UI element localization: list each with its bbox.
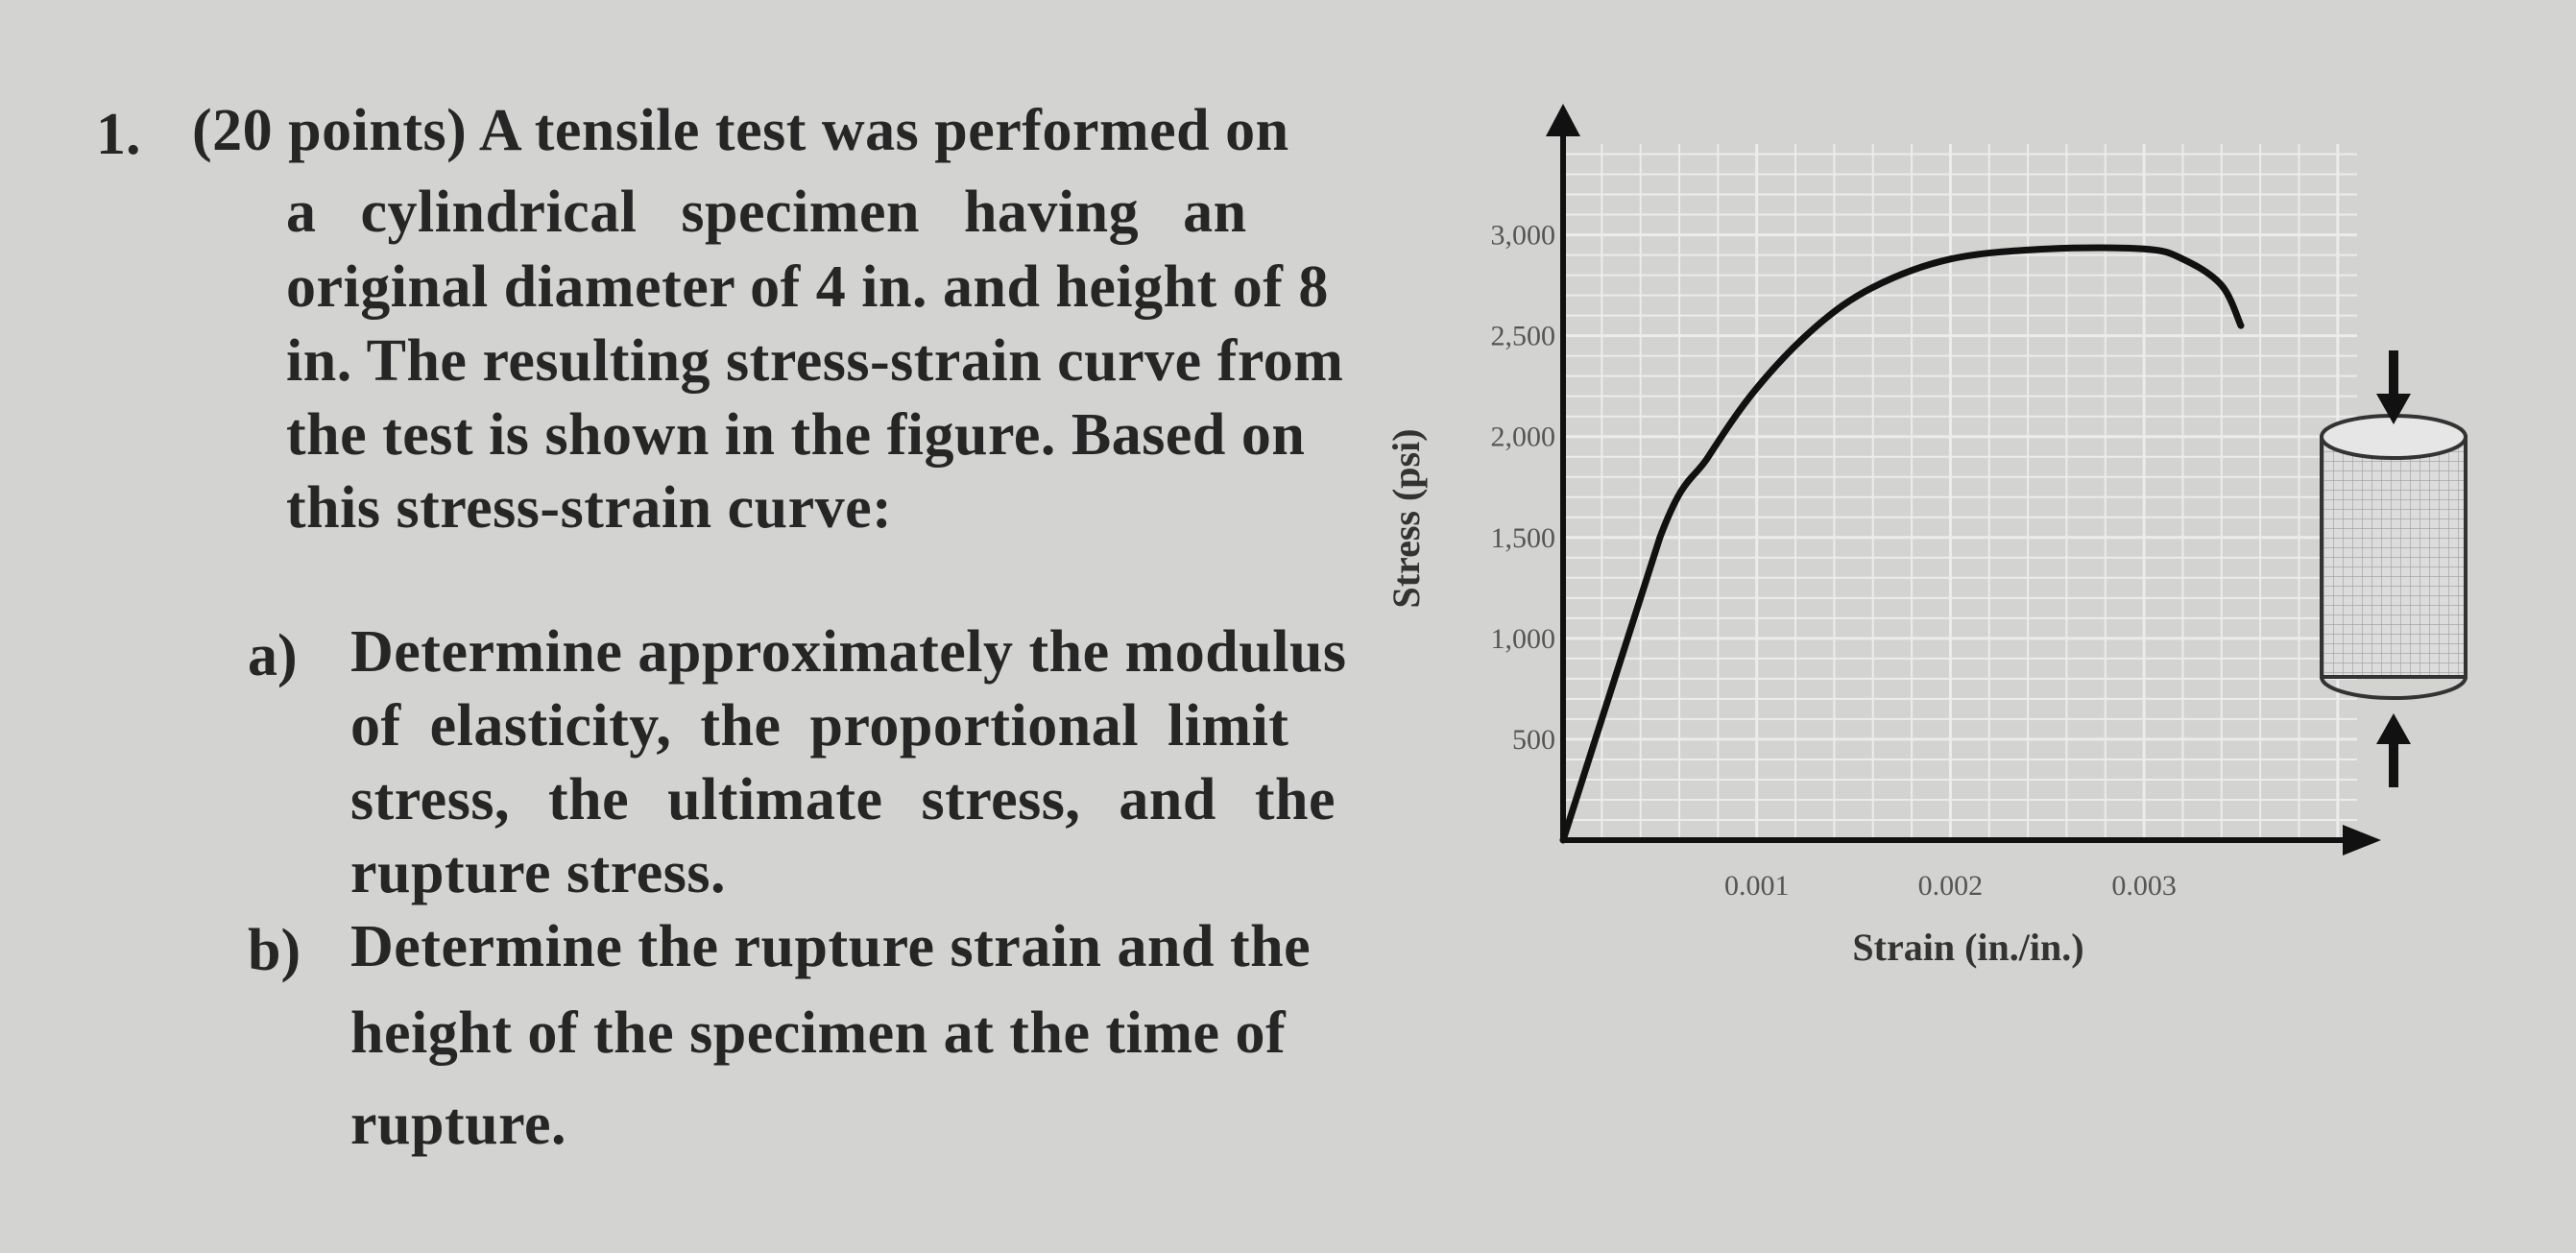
- problem-number: 1.: [96, 102, 141, 167]
- y-axis-arrow: [1546, 104, 1580, 136]
- x-tick-label: 0.003: [2111, 870, 2177, 902]
- y-axis-label: Stress (psi): [1384, 428, 1428, 608]
- x-axis-arrow: [2343, 825, 2381, 855]
- part-a-line: of elasticity, the proportional limit: [350, 693, 1289, 759]
- part-b-line: Determine the rupture strain and the: [350, 914, 1312, 979]
- part-a-line: Determine approximately the modulus: [350, 619, 1347, 685]
- part-b-line: rupture.: [350, 1092, 567, 1157]
- stress-strain-curve: [1559, 244, 2245, 844]
- y-tick-label: 3,000: [1491, 220, 1556, 252]
- y-tick-label: 2,500: [1491, 321, 1556, 352]
- chart-axes: [1546, 104, 2381, 855]
- intro-line: (20 points) A tensile test was performed…: [192, 98, 1289, 163]
- intro-line: a cylindrical specimen having an: [286, 180, 1247, 245]
- y-tick-label: 500: [1512, 724, 1555, 756]
- part-a-label: a): [248, 623, 298, 688]
- intro-line: the test is shown in the figure. Based o…: [286, 402, 1306, 468]
- chart-ticks: 0.001 0.002 0.003 500 1,000 1,500 2,000 2,500 3,…: [1491, 220, 2177, 902]
- compression-arrow-top: [2376, 350, 2411, 424]
- x-tick-label: 0.002: [1918, 870, 1984, 902]
- compression-arrow-bottom: [2376, 713, 2411, 787]
- intro-line: original diameter of 4 in. and height of…: [286, 254, 1329, 320]
- part-b-label: b): [248, 918, 301, 983]
- part-a-line: stress, the ultimate stress, and the: [350, 767, 1336, 832]
- specimen-cylinder: [2320, 414, 2468, 700]
- y-tick-label: 2,000: [1491, 422, 1556, 453]
- part-b-line: height of the specimen at the time of: [350, 1000, 1287, 1066]
- problem-text: 1. (20 points) A tensile test was perfor…: [96, 98, 1347, 1157]
- part-a-line: rupture stress.: [350, 840, 726, 905]
- x-tick-label: 0.001: [1724, 870, 1790, 902]
- intro-line: this stress-strain curve:: [286, 475, 893, 541]
- intro-line: in. The resulting stress-strain curve fr…: [286, 328, 1344, 394]
- y-tick-label: 1,500: [1491, 522, 1556, 554]
- y-tick-label: 1,000: [1491, 623, 1556, 655]
- x-axis-label: Strain (in./in.): [1852, 926, 2083, 969]
